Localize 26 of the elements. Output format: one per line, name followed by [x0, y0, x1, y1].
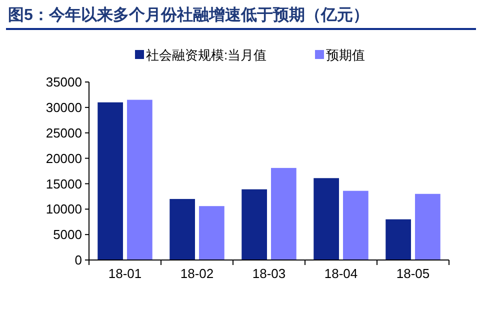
bar	[415, 194, 440, 260]
y-tick-label: 30000	[46, 100, 82, 115]
bar	[127, 100, 152, 260]
bar	[98, 102, 123, 260]
y-tick-label: 25000	[46, 125, 82, 140]
y-tick-label: 20000	[46, 150, 82, 166]
y-tick-label: 10000	[46, 202, 82, 217]
legend-label: 社会融资规模:当月值	[146, 48, 267, 63]
bar	[271, 168, 296, 260]
bar	[386, 219, 411, 260]
x-tick-label: 18-04	[324, 266, 358, 281]
x-tick-label: 18-03	[252, 266, 286, 281]
y-tick-label: 0	[74, 252, 82, 268]
y-tick-label: 5000	[53, 227, 82, 242]
bar	[170, 198, 195, 260]
y-tick-label: 15000	[46, 176, 82, 192]
chart-title: 图5：今年以来多个月份社融增速低于预期（亿元）	[8, 6, 369, 24]
bar	[242, 189, 267, 260]
x-tick-label: 18-05	[396, 266, 430, 281]
bar	[343, 190, 368, 260]
bar	[199, 206, 224, 260]
x-tick-label: 18-02	[180, 266, 214, 281]
bar	[314, 178, 339, 260]
legend-label: 预期值	[326, 48, 365, 63]
y-tick-label: 35000	[46, 74, 82, 90]
x-tick-label: 18-01	[108, 266, 142, 281]
